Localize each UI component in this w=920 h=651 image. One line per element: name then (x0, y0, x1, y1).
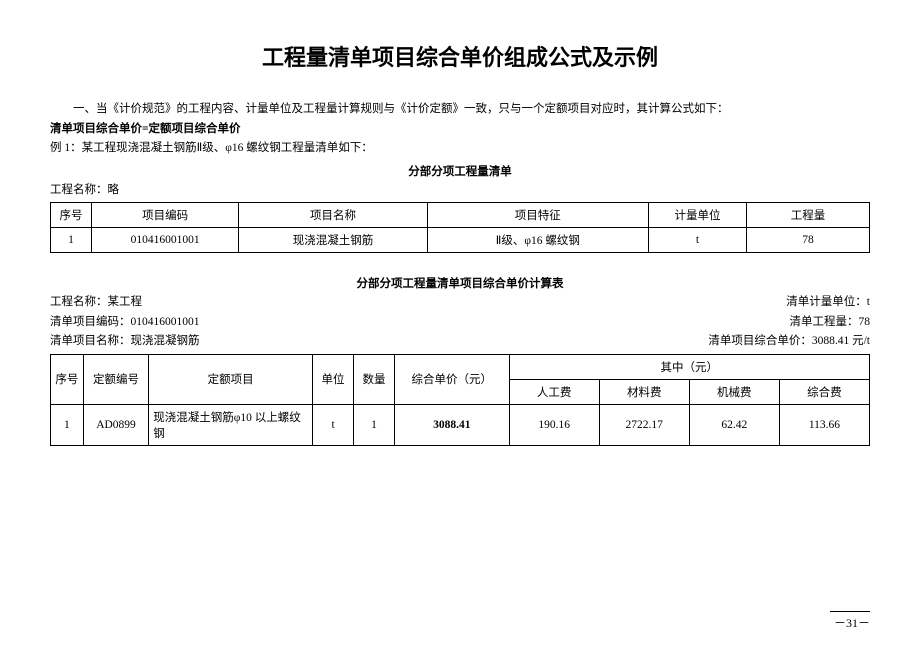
table2-header-cell: 数量 (354, 354, 395, 404)
table2-cell: 现浇混凝土钢筋φ10 以上螺纹钢 (149, 404, 313, 445)
formula-line: 清单项目综合单价=定额项目综合单价 (50, 120, 870, 140)
table1-cell: 010416001001 (91, 228, 238, 253)
table2-header-cell: 序号 (51, 354, 84, 404)
table-row: 1AD0899现浇混凝土钢筋φ10 以上螺纹钢t13088.41190.1627… (51, 404, 870, 445)
table1-cell: 1 (51, 228, 92, 253)
table-row: 1010416001001现浇混凝土钢筋Ⅱ级、φ16 螺纹钢t78 (51, 228, 870, 253)
table2-cell: AD0899 (83, 404, 149, 445)
table2-cell: 62.42 (689, 404, 779, 445)
meta-left-1: 工程名称：某工程 (50, 293, 142, 313)
table2-header-cell: 单位 (313, 354, 354, 404)
example-label: 例 1：某工程现浇混凝土钢筋Ⅱ级、φ16 螺纹钢工程量清单如下： (50, 139, 870, 159)
table2-heading: 分部分项工程量清单项目综合单价计算表 (50, 275, 870, 291)
document-title: 工程量清单项目综合单价组成公式及示例 (50, 40, 870, 72)
table2-cell: 190.16 (509, 404, 599, 445)
table2-meta-row1: 工程名称：某工程 清单计量单位：t (50, 293, 870, 313)
table2-meta-row2: 清单项目编码：010416001001 清单工程量：78 (50, 313, 870, 333)
table1: 序号项目编码项目名称项目特征计量单位工程量1010416001001现浇混凝土钢… (50, 202, 870, 253)
table1-header-cell: 项目编码 (91, 203, 238, 228)
meta-right-2: 清单工程量：78 (790, 313, 871, 333)
table2-header-group: 其中（元） (509, 354, 869, 379)
table2-header-cell: 定额项目 (149, 354, 313, 404)
meta-right-3: 清单项目综合单价：3088.41 元/t (708, 332, 870, 352)
table2-cell: t (313, 404, 354, 445)
table1-cell: 现浇混凝土钢筋 (239, 228, 427, 253)
table1-header-cell: 计量单位 (648, 203, 746, 228)
intro-line-1: 一、当《计价规范》的工程内容、计量单位及工程量计算规则与《计价定额》一致，只与一… (50, 100, 870, 120)
table2-meta-row3: 清单项目名称：现浇混凝钢筋 清单项目综合单价：3088.41 元/t (50, 332, 870, 352)
page-number: －31－ (830, 611, 870, 631)
table1-header-cell: 项目名称 (239, 203, 427, 228)
meta-right-1: 清单计量单位：t (786, 293, 870, 313)
table2-header-cell: 定额编号 (83, 354, 149, 404)
table1-header-cell: 序号 (51, 203, 92, 228)
table2-subheader-cell: 综合费 (779, 379, 869, 404)
table2-cell: 2722.17 (599, 404, 689, 445)
table2-cell: 1 (51, 404, 84, 445)
table1-cell: Ⅱ级、φ16 螺纹钢 (427, 228, 648, 253)
table2-subheader-cell: 人工费 (509, 379, 599, 404)
table2-cell: 3088.41 (394, 404, 509, 445)
table2-subheader-cell: 机械费 (689, 379, 779, 404)
table1-cell: t (648, 228, 746, 253)
table1-project-label: 工程名称：略 (50, 181, 870, 201)
table2-cell: 1 (354, 404, 395, 445)
table1-heading: 分部分项工程量清单 (50, 163, 870, 179)
table2-header-cell: 综合单价（元） (394, 354, 509, 404)
table2: 序号定额编号定额项目单位数量综合单价（元）其中（元）人工费材料费机械费综合费1A… (50, 354, 870, 446)
table1-header-cell: 项目特征 (427, 203, 648, 228)
table2-subheader-cell: 材料费 (599, 379, 689, 404)
table2-cell: 113.66 (779, 404, 869, 445)
meta-left-2: 清单项目编码：010416001001 (50, 313, 200, 333)
meta-left-3: 清单项目名称：现浇混凝钢筋 (50, 332, 200, 352)
table1-cell: 78 (747, 228, 870, 253)
table1-header-cell: 工程量 (747, 203, 870, 228)
